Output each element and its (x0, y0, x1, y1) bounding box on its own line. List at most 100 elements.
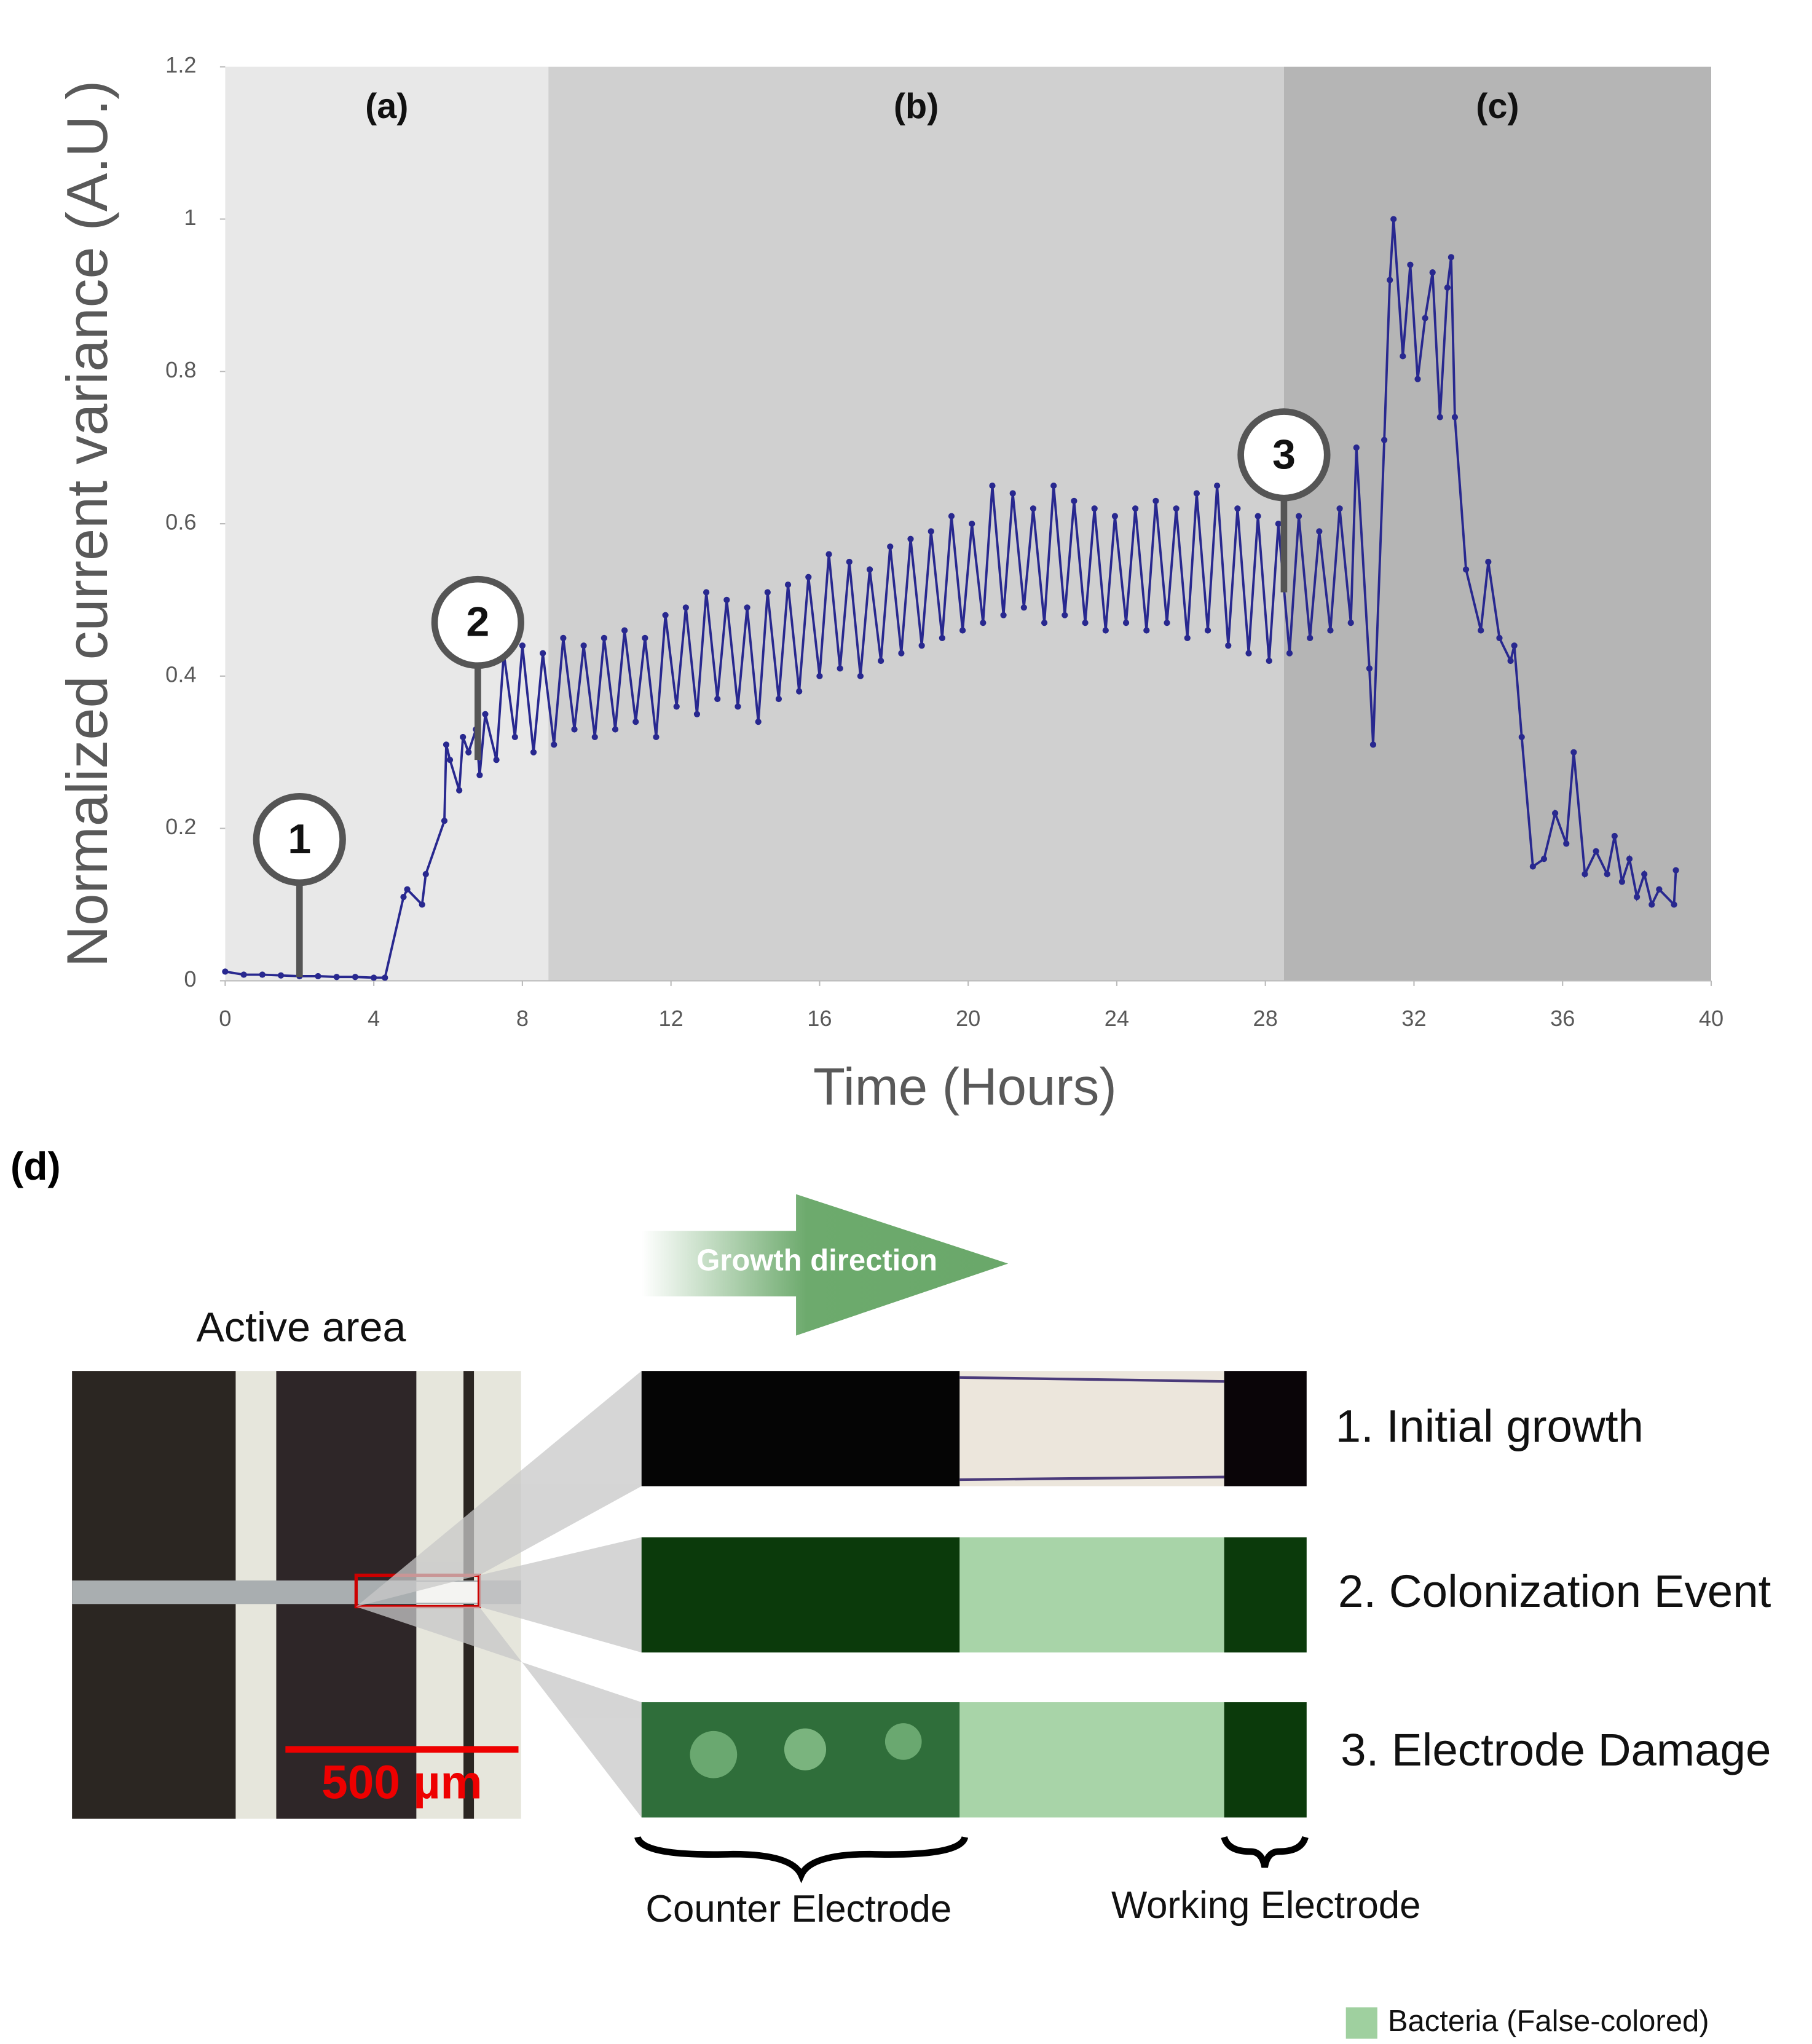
point (371, 974, 377, 981)
point (456, 787, 463, 794)
point (744, 604, 750, 611)
point (1671, 901, 1677, 908)
point (1000, 612, 1007, 618)
y-tick-label: 0.6 (165, 510, 196, 535)
point (1496, 634, 1503, 641)
point (422, 870, 429, 878)
point (846, 558, 853, 566)
point (662, 612, 669, 618)
point (382, 974, 388, 981)
point (642, 634, 648, 641)
point (1618, 878, 1626, 885)
point (277, 972, 285, 979)
point (723, 596, 730, 604)
x-tick-label: 24 (1105, 1006, 1129, 1031)
y-axis-label: Normalized current variance (A.U.) (55, 81, 119, 968)
point (601, 634, 607, 641)
point (1091, 505, 1098, 512)
row-label: 2. Colonization Event (1338, 1566, 1771, 1617)
point (222, 968, 229, 975)
point (519, 642, 526, 649)
point (857, 673, 864, 679)
point (980, 619, 987, 626)
point (465, 749, 472, 756)
point (1540, 856, 1548, 862)
point (1347, 619, 1354, 626)
point (446, 756, 454, 764)
point (693, 711, 701, 717)
row-label: 3. Electrode Damage (1341, 1724, 1771, 1775)
point (1184, 634, 1191, 641)
point (1122, 619, 1130, 626)
x-tick-label: 12 (659, 1006, 683, 1031)
point (540, 650, 546, 657)
point (1641, 870, 1648, 878)
region-label: (b) (894, 87, 939, 126)
point (1009, 490, 1016, 497)
point (866, 566, 873, 573)
point (1204, 627, 1211, 634)
point (1041, 619, 1048, 626)
point (1570, 749, 1577, 756)
row-label: 1. Initial growth (1336, 1401, 1644, 1452)
point (571, 726, 578, 733)
point (1451, 414, 1459, 420)
point (530, 749, 537, 756)
point (1381, 436, 1388, 443)
legend-label: Bacteria (False-colored) (1388, 2005, 1709, 2038)
point (580, 642, 587, 649)
point (612, 726, 619, 733)
point (1390, 216, 1397, 223)
annotation-circle (1237, 408, 1331, 502)
point (898, 650, 905, 657)
point (1193, 490, 1200, 497)
point (315, 973, 321, 980)
point (1436, 414, 1443, 420)
annotation-circle (431, 575, 524, 669)
chart: (a) (b) (c)00.20.40.60.811.20 4 8 12 16 20 24 28 3… (55, 52, 1723, 1116)
point (1316, 528, 1323, 535)
point (621, 627, 628, 634)
point (1234, 505, 1241, 512)
point (551, 741, 557, 748)
growth-arrow (641, 1194, 1009, 1336)
point (1111, 513, 1119, 519)
point (1245, 650, 1252, 657)
annotation-circle (253, 792, 346, 886)
point (1071, 497, 1077, 504)
point (948, 513, 955, 519)
point (591, 733, 598, 741)
annotation-label: 1 (288, 816, 311, 862)
point (989, 482, 996, 489)
point (1626, 856, 1633, 862)
electrode-label: Working Electrode (1111, 1884, 1421, 1927)
point (1020, 604, 1027, 611)
point (784, 582, 792, 588)
point (1030, 505, 1037, 512)
annotation-label: 2 (466, 599, 489, 645)
point (969, 520, 975, 527)
point (1448, 254, 1455, 261)
brace (634, 1836, 969, 1884)
point (1152, 497, 1159, 504)
x-axis-label: Time (Hours) (813, 1058, 1117, 1116)
point (816, 673, 823, 679)
point (352, 974, 359, 981)
point (907, 535, 914, 542)
point (333, 974, 340, 981)
point (1353, 444, 1360, 451)
point (476, 771, 483, 778)
point (1143, 627, 1150, 634)
y-tick-label: 1.2 (165, 52, 196, 77)
region (1283, 66, 1711, 981)
x-tick-label: 20 (956, 1006, 980, 1031)
point (1286, 650, 1293, 657)
point (1173, 505, 1180, 512)
point (1307, 634, 1314, 641)
scale-bar-label: 500 µm (321, 1757, 483, 1809)
y-tick-label: 0.4 (165, 661, 196, 687)
point (1611, 832, 1618, 840)
point (1593, 848, 1599, 854)
point (443, 741, 450, 748)
